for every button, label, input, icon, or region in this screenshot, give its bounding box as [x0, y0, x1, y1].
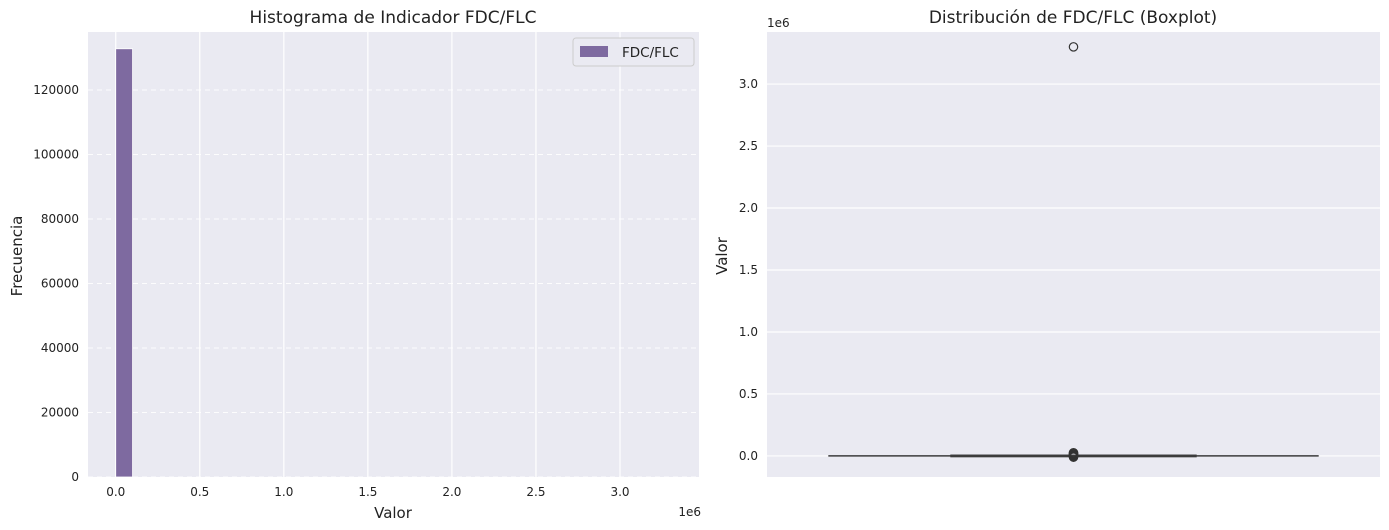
histogram-x-tick-label: 0.5	[190, 485, 209, 499]
boxplot-plot-background	[767, 32, 1380, 477]
histogram-chart: 0.0 0.5 1.0 1.5 2.0 2.5 3.0 0 20000 40000 60000 80…	[8, 8, 701, 522]
boxplot-y-tick-label: 0.0	[739, 449, 758, 463]
legend-swatch	[580, 46, 608, 57]
histogram-y-tick-label: 60000	[41, 277, 79, 291]
histogram-x-ticks: 0.0 0.5 1.0 1.5 2.0 2.5 3.0	[106, 485, 629, 499]
boxplot-y-tick-label: 0.5	[739, 387, 758, 401]
histogram-y-tick-label: 120000	[33, 83, 79, 97]
boxplot-y-tick-label: 2.5	[739, 139, 758, 153]
histogram-y-tick-label: 100000	[33, 148, 79, 162]
legend-label: FDC/FLC	[622, 45, 679, 61]
boxplot-y-tick-label: 1.5	[739, 263, 758, 277]
histogram-x-tick-label: 1.0	[274, 485, 293, 499]
histogram-bar	[115, 48, 133, 478]
histogram-x-tick-label: 0.0	[106, 485, 125, 499]
histogram-title: Histograma de Indicador FDC/FLC	[250, 8, 537, 28]
histogram-x-tick-label: 3.0	[610, 485, 629, 499]
histogram-x-tick-label: 1.5	[358, 485, 377, 499]
histogram-y-ticks: 0 20000 40000 60000 80000 100000 120000	[33, 83, 79, 484]
histogram-x-tick-label: 2.0	[442, 485, 461, 499]
boxplot-y-tick-label: 2.0	[739, 201, 758, 215]
boxplot-chart: 0.0 0.5 1.0 1.5 2.0 2.5 3.0 Distribución de FD…	[713, 8, 1380, 477]
histogram-y-label: Frecuencia	[8, 216, 26, 297]
histogram-x-label: Valor	[374, 504, 413, 522]
boxplot-y-ticks: 0.0 0.5 1.0 1.5 2.0 2.5 3.0	[739, 77, 758, 463]
legend-box	[572, 37, 695, 67]
boxplot-title: Distribución de FDC/FLC (Boxplot)	[929, 8, 1217, 28]
boxplot-y-label: Valor	[713, 236, 731, 275]
histogram-y-tick-label: 80000	[41, 212, 79, 226]
boxplot-outlier-point	[1068, 452, 1079, 462]
histogram-x-tick-label: 2.5	[526, 485, 545, 499]
histogram-y-tick-label: 20000	[41, 406, 79, 420]
boxplot-y-tick-label: 1.0	[739, 325, 758, 339]
boxplot-outlier-point	[1068, 42, 1079, 52]
histogram-x-offset-label: 1e6	[678, 505, 701, 519]
boxplot-marks	[828, 42, 1319, 462]
histogram-bars	[115, 48, 133, 478]
histogram-y-tick-label: 0	[71, 470, 79, 484]
boxplot-y-offset-label: 1e6	[767, 16, 790, 30]
histogram-plot-background	[88, 32, 699, 477]
histogram-gridlines	[88, 32, 699, 478]
boxplot-y-tick-label: 3.0	[739, 77, 758, 91]
histogram-legend: FDC/FLC	[572, 37, 695, 67]
histogram-y-tick-label: 40000	[41, 341, 79, 355]
